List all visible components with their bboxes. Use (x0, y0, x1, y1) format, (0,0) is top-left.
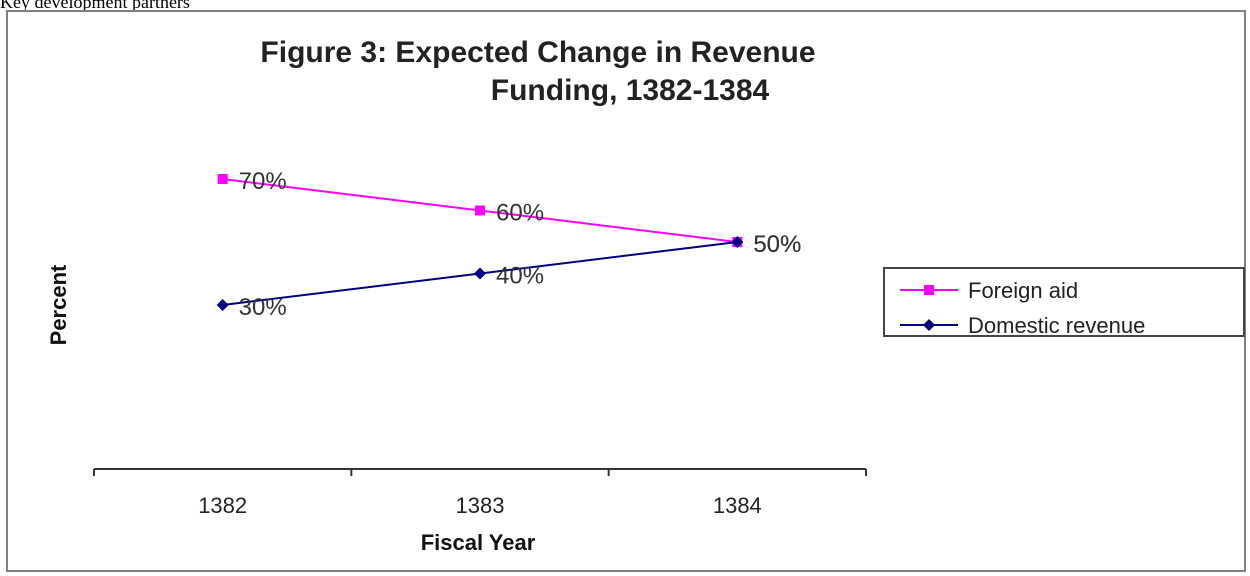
chart-title-line-2: Funding, 1382-1384 (491, 74, 770, 107)
data-point-foreign-aid (475, 205, 485, 216)
chart-title-line-1: Figure 3: Expected Change in Revenue (260, 36, 815, 69)
y-axis-label: Percent (46, 264, 71, 345)
data-label-foreign-aid: 60% (496, 200, 544, 227)
data-point-domestic-revenue (216, 299, 229, 311)
page-caption: Key development partners (0, 0, 190, 12)
x-tick-label: 1382 (198, 493, 247, 518)
x-tick-label: 1383 (456, 493, 505, 518)
data-point-domestic-revenue (474, 267, 486, 280)
legend-marker-domestic-revenue (923, 319, 935, 331)
legend-marker-foreign-aid (924, 285, 934, 295)
legend-label-domestic-revenue: Domestic revenue (968, 313, 1145, 338)
legend: Foreign aid Domestic revenue (883, 267, 1245, 338)
data-label-foreign-aid: 70% (239, 168, 287, 195)
x-axis-label: Fiscal Year (421, 530, 536, 555)
data-label-foreign-aid: 50% (753, 231, 801, 258)
data-label-domestic-revenue: 50% (753, 231, 801, 258)
data-point-foreign-aid (217, 174, 228, 184)
data-label-domestic-revenue: 40% (496, 263, 544, 290)
legend-label-foreign-aid: Foreign aid (968, 278, 1078, 303)
data-point-domestic-revenue (731, 236, 744, 248)
x-tick-label: 1384 (713, 493, 762, 518)
data-label-domestic-revenue: 30% (239, 294, 287, 321)
